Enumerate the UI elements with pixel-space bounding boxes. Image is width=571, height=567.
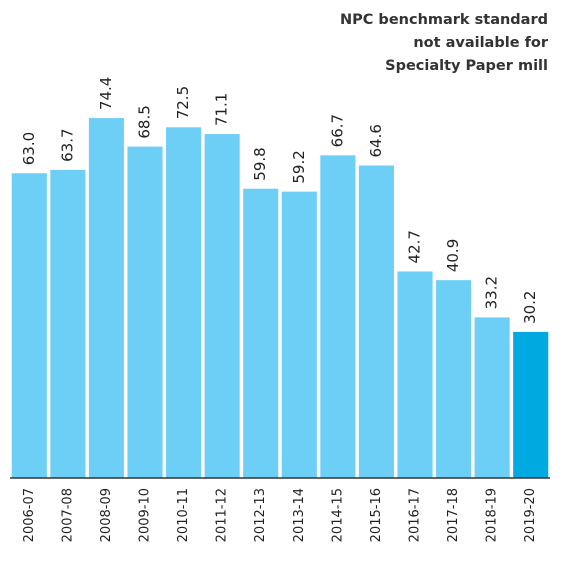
bar (281, 191, 317, 478)
bar (166, 127, 202, 478)
value-label: 59.8 (251, 147, 269, 180)
value-label: 63.7 (58, 128, 76, 161)
x-tick-label: 2017-18 (446, 488, 461, 542)
value-label: 59.2 (290, 150, 308, 183)
bar (243, 188, 279, 478)
value-label: 72.5 (174, 86, 192, 119)
x-tick-label: 2011-12 (215, 488, 230, 542)
bar (436, 280, 472, 478)
value-label: 63.0 (20, 132, 38, 165)
bar (513, 331, 549, 478)
x-tick-label: 2018-19 (485, 488, 500, 542)
x-tick-label: 2013-14 (292, 488, 307, 542)
annotation: not available for (413, 35, 549, 51)
x-tick-label: 2008-09 (99, 488, 114, 542)
x-tick-label: 2015-16 (369, 488, 384, 542)
value-label: 42.7 (406, 230, 424, 263)
annotation: NPC benchmark standard (340, 12, 548, 28)
x-tick-label: 2006-07 (22, 488, 37, 542)
x-tick-label: 2019-20 (523, 488, 538, 542)
x-tick-label: 2007-08 (60, 488, 75, 542)
x-tick-label: 2014-15 (330, 488, 345, 542)
bar (358, 165, 394, 478)
bar (127, 146, 163, 478)
value-label: 33.2 (483, 276, 501, 309)
bar (320, 155, 356, 478)
x-tick-label: 2009-10 (138, 488, 153, 542)
value-label: 66.7 (328, 114, 346, 147)
x-tick-label: 2012-13 (253, 488, 268, 542)
bar (204, 134, 240, 478)
x-tick-label: 2016-17 (408, 488, 423, 542)
bar (474, 317, 510, 478)
value-label: 68.5 (136, 105, 154, 138)
bar (397, 271, 433, 478)
value-label: 40.9 (444, 239, 462, 272)
value-label: 71.1 (213, 93, 231, 126)
bar (88, 118, 124, 478)
annotation: Specialty Paper mill (385, 58, 548, 74)
value-label: 74.4 (97, 77, 115, 110)
value-label: 64.6 (367, 124, 385, 157)
bar (50, 169, 86, 478)
value-label: 30.2 (521, 291, 539, 324)
bar (11, 173, 47, 479)
x-tick-label: 2010-11 (176, 488, 191, 542)
